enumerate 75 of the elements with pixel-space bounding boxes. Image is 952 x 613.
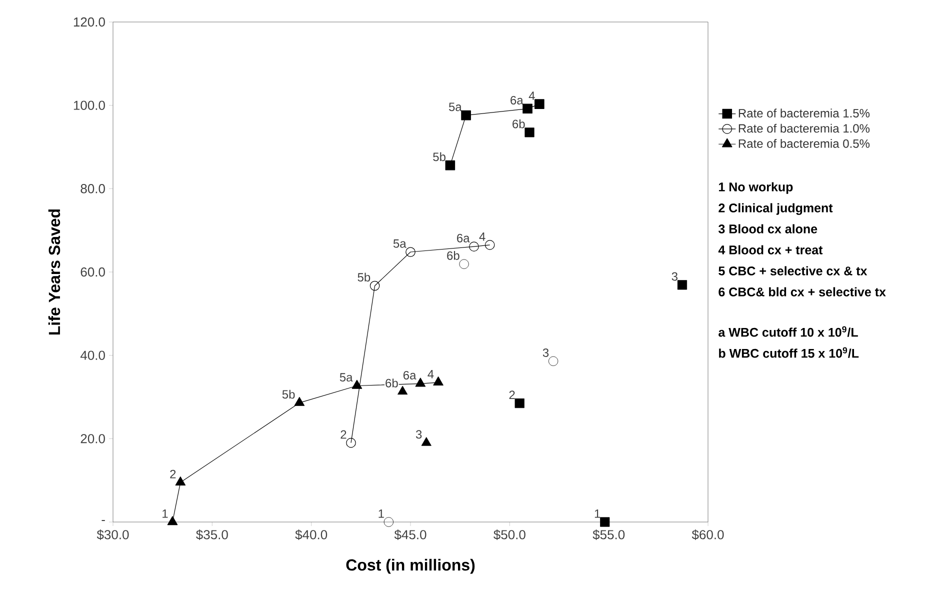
annotation: 1 [162,510,168,518]
annotation: 2 [340,430,346,439]
point [415,378,426,387]
point [514,398,524,408]
annotation: 5a [393,239,406,248]
y-axis-title: Life Years Saved [48,209,60,335]
point [484,240,495,250]
x-axis-title: Cost (in millions) [346,558,475,574]
x-tick-label: $35.0 [196,530,228,540]
annotation: 5b [282,390,295,399]
point [469,242,479,252]
y-tick-label: 120.0 [74,17,105,27]
point [167,516,178,526]
annotation: 4 [528,92,535,100]
x-tick-label: $30.0 [96,530,129,540]
annotation: 6a [403,370,416,380]
text: a WBC cutoff 10 x 10$^{9}$/L [718,326,858,337]
point [459,259,469,269]
point [370,280,380,291]
point [677,280,688,290]
point [433,376,444,386]
annotation: 5b [358,272,370,282]
text: 1 No workup [718,182,793,194]
annotation: 1 [378,510,384,518]
annotation: 3 [416,430,422,439]
annotation: 6a [510,96,524,104]
point [524,128,534,138]
text: 5 CBC + selective cx & tx [718,266,868,276]
annotation: 4 [428,370,434,378]
annotation: 5b [433,152,446,162]
y-tick-label: 40.0 [80,350,105,360]
annotation: 6b [447,251,460,260]
annotation: 1 [594,510,600,518]
annotation: 2 [509,390,515,400]
y-tick-label: 100.0 [74,100,105,110]
text: 4 Blood cx + treat [718,245,823,254]
y-tick-label: - [102,520,105,522]
annotation: 6b [512,119,525,128]
point [600,517,610,527]
text: 3 Blood cx alone [718,224,818,234]
x-tick-label: $55.0 [592,530,625,540]
annotation: 3 [672,272,678,281]
x-tick-label: $40.0 [295,530,328,540]
point [421,437,432,446]
point [384,517,394,527]
point [445,160,456,170]
point [346,438,356,448]
point [534,99,544,109]
point [406,247,416,257]
x-tick-label: $60.0 [692,530,724,540]
y-tick-label: 80.0 [80,184,105,194]
legend-label: Rate of bacteremia 1.0% [738,124,870,133]
point [398,386,408,395]
x-tick-label: $45.0 [394,530,426,540]
annotation: 6a [457,234,470,242]
annotation: 2 [170,470,176,478]
point [294,396,305,406]
point [175,476,186,486]
y-tick-label: 20.0 [80,434,105,444]
annotation: 5a [448,102,462,112]
text: 2 Clinical judgment [718,203,833,215]
y-tick-label: 60.0 [80,267,105,277]
annotation: 6b [386,378,398,388]
annotation: 3 [542,348,549,357]
legend-label: Rate of bacteremia 1.5% [738,108,870,118]
point [352,380,362,389]
text: 6 CBC& bld cx + selective tx [718,287,886,296]
annotation: 5a [340,373,353,382]
point [548,356,558,366]
text: b WBC cutoff 15 x 10$^{9}$/L [719,347,859,358]
annotation: 4 [479,232,486,241]
x-tick-label: $50.0 [494,530,526,540]
point [461,110,471,120]
point [522,104,532,114]
legend-label: Rate of bacteremia 0.5% [738,139,870,148]
